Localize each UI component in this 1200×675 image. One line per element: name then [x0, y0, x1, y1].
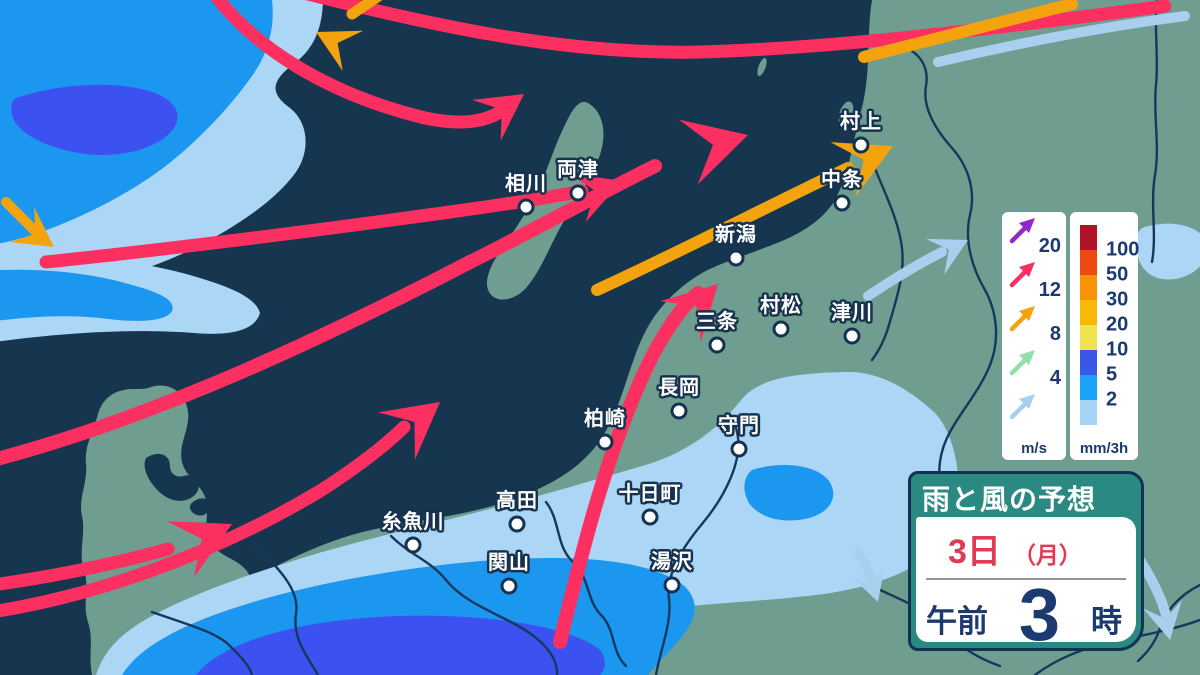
- rain-threshold-value: 5: [1106, 363, 1118, 386]
- wind-speed-value: 8: [1049, 323, 1061, 345]
- city-label: 糸魚川: [381, 511, 445, 533]
- city-dot: [833, 194, 851, 212]
- city-label: 三条: [696, 311, 738, 333]
- rain-unit-label: mm/3h: [1079, 440, 1129, 457]
- city-dot: [670, 402, 688, 420]
- divider-line: [926, 578, 1126, 580]
- rain-threshold-value: 10: [1106, 338, 1129, 361]
- rain-area-northwest: [0, 0, 323, 342]
- forecast-time-unit: 時: [1091, 604, 1122, 640]
- rain-area-east: [1136, 223, 1200, 280]
- wind-arrow-light: [1135, 555, 1182, 640]
- city-dot: [500, 577, 518, 595]
- city-label: 長岡: [658, 377, 700, 399]
- forecast-info-box: 雨と風の予想 3日 （月） 午前 3 時: [908, 471, 1144, 651]
- city-label: 関山: [488, 552, 530, 574]
- rain-intensity-swatch: [1080, 225, 1097, 250]
- wind-arrow-strong: [210, 0, 524, 141]
- city-dot: [708, 336, 726, 354]
- forecast-time: 午前 3 時: [916, 573, 1136, 642]
- forecast-time-hour: 3: [1018, 573, 1061, 642]
- wind-arrow-icon: [1009, 218, 1035, 244]
- wind-arrow-strong: [0, 521, 232, 591]
- city-dot: [727, 249, 745, 267]
- rain-intensity-swatch: [1080, 350, 1097, 375]
- city-dot: [730, 440, 748, 458]
- wind-arrow-icon: [1009, 262, 1035, 288]
- wind-arrow-moderate: [1, 197, 54, 247]
- wind-arrow-light: [851, 547, 885, 602]
- wind-legend-row: 4: [1002, 344, 1066, 389]
- city-label: 守門: [718, 415, 760, 437]
- wind-arrow-strong: [553, 284, 718, 649]
- rain-threshold-value: 2: [1106, 388, 1118, 411]
- rainfall-legend: 100 50 30 20 10 5 2 mm/3h: [1070, 212, 1140, 460]
- wind-arrow-strong: [0, 402, 440, 618]
- wind-arrow-icon: [1009, 350, 1035, 376]
- wind-unit-label: m/s: [1021, 440, 1047, 457]
- wind-arrow-moderate: [591, 142, 893, 296]
- forecast-datetime-panel: 3日 （月） 午前 3 時: [916, 517, 1136, 642]
- city-dot: [663, 576, 681, 594]
- wind-arrows-moderate: [1, 0, 1078, 296]
- wind-speed-legend: 20 12 8 4 m/s: [1002, 212, 1066, 460]
- city-label: 新潟: [715, 224, 757, 246]
- wind-speed-value: 4: [1049, 367, 1061, 389]
- forecast-date: 3日 （月）: [916, 517, 1136, 573]
- wind-arrow-strong: [0, 119, 748, 466]
- city-dot: [508, 515, 526, 533]
- city-label: 相川: [505, 173, 547, 195]
- forecast-title: 雨と風の予想: [922, 484, 1097, 515]
- rain-intensity-swatch: [1080, 375, 1097, 400]
- city-label: 両津: [557, 159, 599, 181]
- rain-threshold-value: 30: [1106, 288, 1129, 311]
- wind-legend-row: 20: [1002, 212, 1066, 257]
- city-dot: [772, 320, 790, 338]
- small-island: [757, 57, 767, 77]
- city-label: 中条: [821, 169, 863, 191]
- city-dot: [517, 198, 535, 216]
- rain-threshold-value: 50: [1106, 263, 1129, 286]
- city-label: 村松: [760, 295, 802, 317]
- awashima-island: [838, 101, 854, 127]
- city-label: 柏崎: [584, 408, 626, 430]
- city-label: 村上: [840, 111, 882, 133]
- city-label: 十日町: [618, 483, 682, 505]
- forecast-date-day: 3日: [948, 533, 1001, 571]
- city-label: 津川: [831, 302, 873, 324]
- forecast-date-weekday: （月）: [1012, 542, 1082, 568]
- rain-intensity-swatch: [1080, 325, 1097, 350]
- city-dot: [852, 136, 870, 154]
- wind-arrow-icon: [1009, 306, 1035, 332]
- wind-speed-value: 12: [1038, 279, 1061, 301]
- rain-intensity-swatch: [1080, 300, 1097, 325]
- city-dot: [843, 327, 861, 345]
- bay-inlet-small: [189, 498, 211, 516]
- rain-intensity-swatch: [1080, 275, 1097, 300]
- rain-threshold-value: 20: [1106, 313, 1129, 336]
- city-label: 湯沢: [651, 551, 693, 573]
- wind-arrows-strong: [0, 0, 1172, 649]
- wind-legend-row: [1002, 388, 1066, 432]
- city-label: 高田: [496, 490, 538, 512]
- wind-arrow-icon: [1009, 394, 1035, 420]
- toyama-bay-inlet: [144, 453, 200, 501]
- wind-speed-value: 20: [1038, 235, 1061, 257]
- wind-arrow-light: [863, 238, 968, 301]
- wind-legend-row: 12: [1002, 256, 1066, 301]
- rain-intensity-swatch: [1080, 400, 1097, 425]
- city-dot: [641, 508, 659, 526]
- forecast-time-period: 午前: [926, 604, 988, 640]
- wind-arrow-moderate: [316, 0, 383, 71]
- city-dot: [569, 184, 587, 202]
- wind-legend-row: 8: [1002, 300, 1066, 345]
- rain-intensity-swatch: [1080, 250, 1097, 275]
- rain-threshold-value: 100: [1106, 238, 1140, 261]
- city-dot: [596, 433, 614, 451]
- city-dot: [404, 536, 422, 554]
